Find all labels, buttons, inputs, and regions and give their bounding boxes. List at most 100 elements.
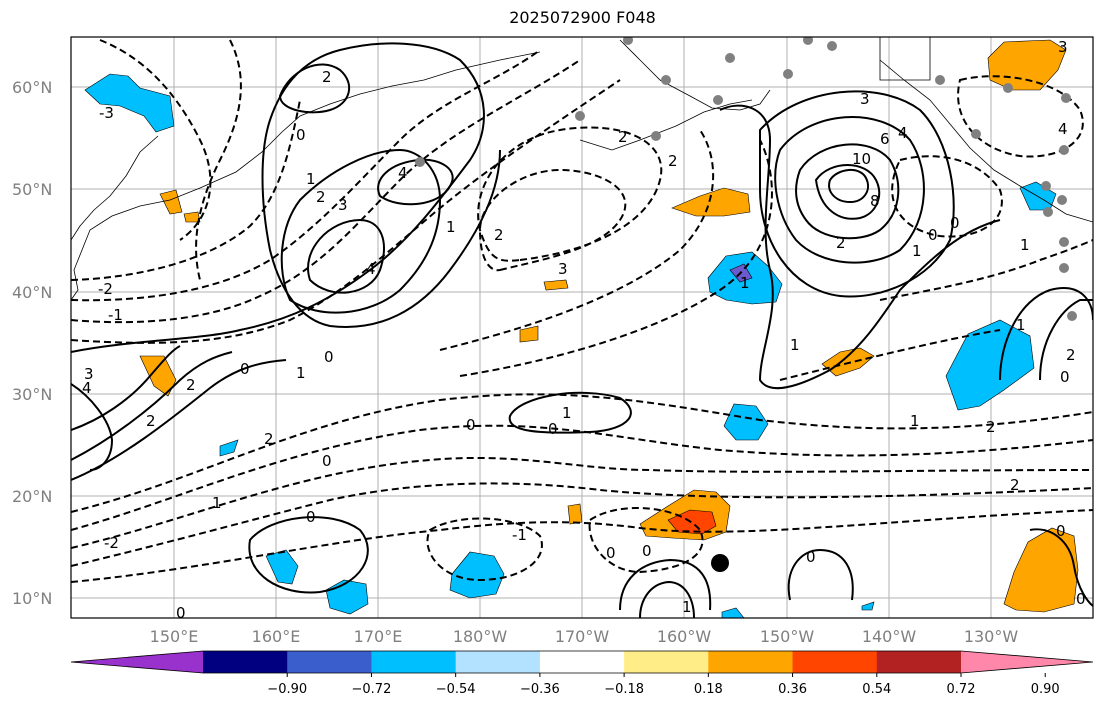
colorbar-swatch: [203, 651, 288, 673]
contour-label: 0: [322, 452, 332, 470]
colorbar-tick-label: −0.54: [436, 682, 476, 697]
colorbar-tick-label: −0.18: [604, 682, 644, 697]
lat-label: 60°N: [12, 78, 52, 97]
lon-label: 150°E: [150, 627, 199, 646]
colorbar-extend-high: [961, 651, 1093, 673]
contour-label: 0: [176, 604, 186, 622]
patch-orange: [567, 503, 583, 525]
patch-orange: [1003, 527, 1079, 613]
colorbar: −0.90 −0.72 −0.54 −0.36 −0.18 0.18 0.36 0.54 0.7…: [70, 650, 1094, 697]
station-dot: [1061, 93, 1071, 103]
contour-label: 1: [740, 274, 750, 292]
contour-label: 4: [1058, 120, 1068, 138]
colorbar-swatch: [371, 651, 457, 673]
map-title: 2025072900 F048: [509, 8, 656, 27]
patch-orange: [159, 189, 183, 215]
contour-label: 0: [1076, 590, 1086, 608]
station-dot: [575, 111, 585, 121]
contour-label: 6: [880, 130, 890, 148]
contour-label: 3: [558, 260, 568, 278]
contour-label: 2: [186, 376, 196, 394]
map-content: -3 -2 -1 3 4 2 2 0 1 0 2 0 1 -2 0 0 1 2 …: [71, 37, 1093, 622]
colorbar-extend-low: [71, 651, 203, 673]
colorbar-tick-label: 0.72: [947, 682, 976, 697]
colorbar-swatch: [539, 651, 625, 673]
contour-label: 1: [306, 170, 316, 188]
contour-label: 1: [562, 404, 572, 422]
colorbar-swatch: [876, 651, 962, 673]
contour-label: -1: [108, 306, 123, 324]
colorbar-outline: [70, 650, 1094, 674]
dashed-contours: [71, 39, 1093, 583]
patch-orange: [543, 279, 569, 291]
contour-labels: -3 -2 -1 3 4 2 2 0 1 0 2 0 1 -2 0 0 1 2 …: [82, 38, 1086, 622]
station-dot: [651, 131, 661, 141]
contour-label: 1: [682, 598, 692, 616]
patch-blue: [449, 551, 505, 599]
colorbar-swatch: [624, 651, 709, 673]
patch-blue: [721, 607, 745, 618]
station-dot: [725, 53, 735, 63]
lon-label: 170°W: [555, 627, 610, 646]
contour-label: 2: [986, 418, 996, 436]
station-dot: [1057, 195, 1067, 205]
contour-label: 4: [82, 379, 92, 397]
station-dot: [1059, 263, 1069, 273]
patch-blue: [861, 601, 875, 611]
contour-label: 3: [860, 90, 870, 108]
station-dot: [1003, 83, 1013, 93]
station-dot: [1067, 311, 1077, 321]
patch-blue: [723, 403, 769, 441]
contour-label: -1: [512, 526, 527, 544]
contour-label: 1: [296, 364, 306, 382]
contour-label: -2: [98, 280, 113, 298]
colorbar-swatch: [287, 651, 372, 673]
patch-orange: [821, 347, 875, 377]
contour-label: 3: [338, 196, 348, 214]
colorbar-swatch: [455, 651, 541, 673]
colorbar-tick-label: −0.72: [352, 682, 392, 697]
contour-label: 1: [912, 242, 922, 260]
contour-label: 2: [668, 152, 678, 170]
contour-label: 2: [1066, 346, 1076, 364]
contour-label: 1: [910, 412, 920, 430]
contour-label: 0: [466, 416, 476, 434]
colorbar-tick-label: 0.36: [778, 682, 807, 697]
patch-orange: [519, 325, 539, 343]
contour-label: 0: [296, 126, 306, 144]
lat-label: 40°N: [12, 283, 52, 302]
station-dot: [803, 37, 813, 45]
contour-label: 2: [494, 226, 504, 244]
solid-contours: [71, 42, 1093, 618]
station-dot: [661, 75, 671, 85]
station-dots: [415, 37, 1077, 321]
station-dot: [713, 95, 723, 105]
contour-label: -2: [104, 534, 119, 552]
contour-label: 1: [212, 494, 222, 512]
lat-label: 10°N: [12, 589, 52, 608]
lon-label: 170°E: [354, 627, 403, 646]
contour-label: 4: [898, 124, 908, 142]
contour-label: 1: [790, 336, 800, 354]
contour-label: 0: [642, 542, 652, 560]
contour-label: 4: [366, 260, 376, 278]
lon-label: 180°W: [453, 627, 508, 646]
contour-label: 1: [446, 218, 456, 236]
station-dot: [415, 157, 425, 167]
colorbar-tick-label: −0.36: [520, 682, 560, 697]
contour-label: 3: [84, 365, 94, 383]
patch-blue: [945, 319, 1035, 411]
coastlines: [71, 37, 1093, 301]
patch-orange: [671, 187, 751, 217]
station-dot: [971, 129, 981, 139]
longitude-labels: 150°E 160°E 170°E 180°W 170°W 160°W 150°…: [150, 627, 1019, 646]
lon-label: 140°W: [862, 627, 917, 646]
contour-label: 0: [806, 548, 816, 566]
contour-label: 0: [240, 360, 250, 378]
station-dot: [623, 37, 633, 45]
contour-label: 0: [306, 508, 316, 526]
contour-label: 2: [322, 68, 332, 86]
latitude-labels: 60°N 50°N 40°N 30°N 20°N 10°N: [12, 78, 52, 608]
lon-label: 160°E: [252, 627, 301, 646]
